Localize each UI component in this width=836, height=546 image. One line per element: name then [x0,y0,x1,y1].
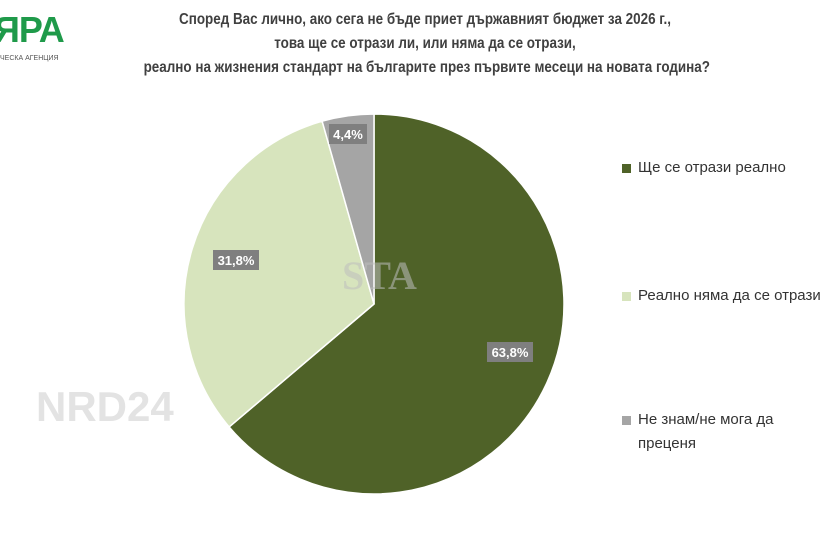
watermark-sta: STA [342,253,417,298]
pie-slice [321,113,375,305]
legend-swatch [622,164,631,173]
logo-subtitle: ЧЕСКА АГЕНЦИЯ [0,55,59,62]
logo: ЯРА [0,9,65,50]
data-label-text: 4,4% [333,127,363,142]
legend-item: Реално няма да се отрази [622,284,832,308]
data-label-box [213,250,259,270]
legend-swatch [622,292,631,301]
data-label-text: 63,8% [492,345,529,360]
legend-item: Не знам/не мога да преценя [622,408,802,456]
chart-title: Според Вас лично, ако сега не бъде приет… [90,8,760,80]
data-label-box [487,342,533,362]
legend-item: Ще се отрази реално [622,156,832,180]
pie-slice [228,113,565,495]
data-label: 63,8% [487,342,533,362]
pie-slice [183,120,375,428]
logo-text: ЯРА [0,9,65,50]
title-line: това ще се отрази ли, или няма да се отр… [274,35,576,52]
watermark-nrd24: NRD24 [36,383,174,430]
legend-swatch [622,416,631,425]
legend-label: Не знам/не мога да преценя [638,411,774,452]
data-label: 4,4% [329,124,367,144]
title-line: Според Вас лично, ако сега не бъде приет… [178,11,672,28]
title-line: реално на жизнения стандарт на българите… [143,59,710,76]
data-label-box [329,124,367,144]
data-label-text: 31,8% [218,253,255,268]
legend-label: Ще се отрази реално [638,159,786,176]
legend-label: Реално няма да се отрази [638,287,821,304]
data-label: 31,8% [213,250,259,270]
